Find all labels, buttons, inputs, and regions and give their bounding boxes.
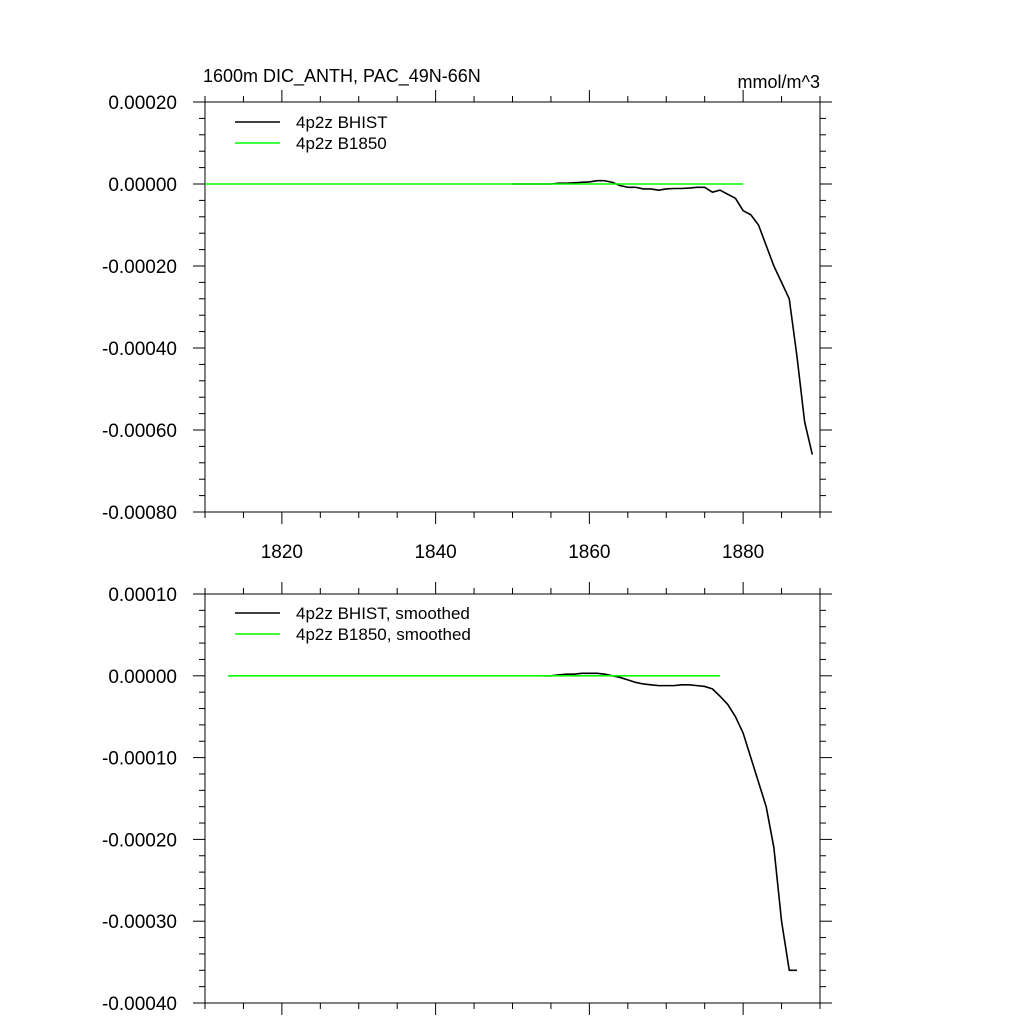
series-line-bhist <box>512 179 814 455</box>
y-tick-label: -0.00020 <box>102 257 177 278</box>
y-tick-label: 0.00000 <box>108 667 177 688</box>
units-label: mmol/m^3 <box>738 72 820 92</box>
legend-label: 4p2z BHIST <box>296 113 388 132</box>
plot-frame <box>204 593 821 1004</box>
x-tick-label: 1860 <box>568 542 610 563</box>
x-tick-label: 1880 <box>722 542 764 563</box>
y-tick-label: -0.00080 <box>102 503 177 524</box>
legend-label: 4p2z B1850 <box>296 134 387 153</box>
legend-label: 4p2z BHIST, smoothed <box>296 604 470 623</box>
y-tick-label: -0.00060 <box>102 421 177 442</box>
chart-title: 1600m DIC_ANTH, PAC_49N-66N <box>203 66 481 87</box>
bottom-panel: 0.00010 0.00000 -0.00010 -0.00020 -0.00030 -0… <box>102 582 832 1015</box>
y-tick-label: 0.00020 <box>108 93 177 114</box>
y-tick-label: -0.00030 <box>102 912 177 933</box>
y-tick-label: -0.00010 <box>102 749 177 770</box>
series-line-bhist <box>543 672 797 972</box>
legend-label: 4p2z B1850, smoothed <box>296 625 471 644</box>
y-tick-label: -0.00020 <box>102 830 177 851</box>
y-tick-label: 0.00000 <box>108 175 177 196</box>
x-tick-label: 1820 <box>261 542 303 563</box>
top-panel: 1600m DIC_ANTH, PAC_49N-66N mmol/m^3 1820 1… <box>102 66 832 563</box>
y-tick-label: -0.00040 <box>102 994 177 1015</box>
y-tick-label: -0.00040 <box>102 339 177 360</box>
plot-frame <box>204 101 821 513</box>
x-tick-label: 1840 <box>414 542 456 563</box>
y-tick-label: 0.00010 <box>108 585 177 606</box>
